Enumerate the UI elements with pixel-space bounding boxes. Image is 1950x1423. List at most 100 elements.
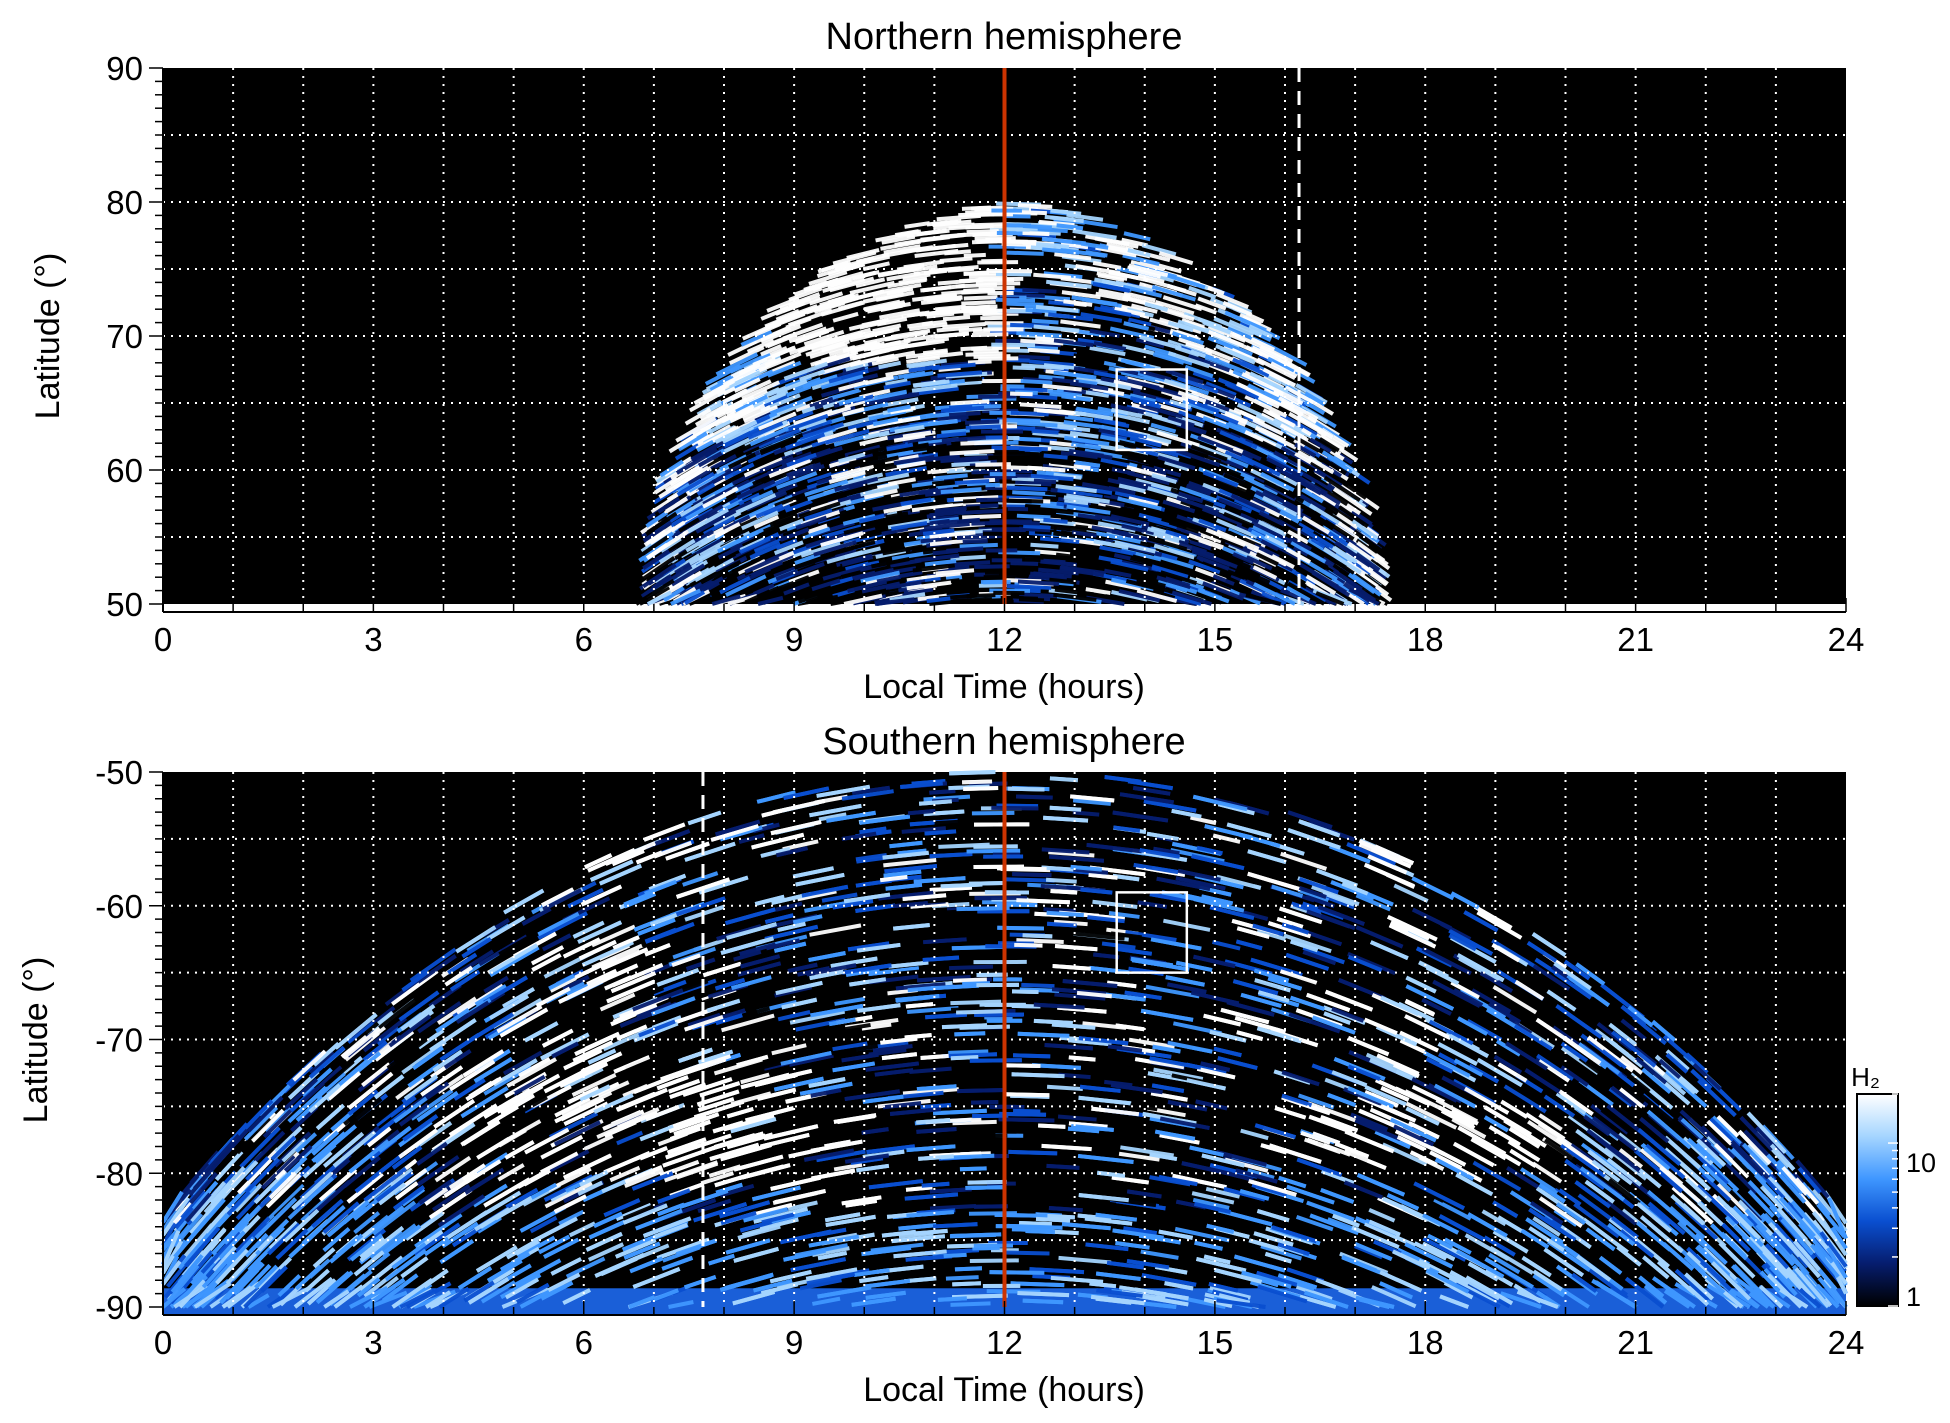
emission-mark [691, 432, 715, 448]
emission-mark [1122, 253, 1160, 267]
emission-mark [1177, 410, 1206, 423]
emission-mark [1181, 579, 1207, 591]
emission-mark [1164, 460, 1189, 472]
emission-mark [1128, 496, 1159, 508]
emission-mark [1061, 290, 1101, 300]
emission-mark [978, 583, 1007, 588]
emission-mark [1137, 273, 1165, 284]
emission-mark [942, 314, 971, 322]
emission-mark [941, 428, 970, 435]
x-tick-label: 0 [154, 621, 172, 658]
emission-mark [864, 326, 900, 339]
emission-mark [1018, 446, 1042, 452]
emission-mark [784, 499, 813, 513]
emission-mark [1117, 555, 1159, 570]
emission-mark [1187, 480, 1219, 496]
emission-mark [759, 394, 790, 410]
emission-mark [932, 479, 955, 486]
emission-mark [728, 345, 765, 366]
emission-mark [1015, 480, 1052, 487]
emission-mark [1137, 371, 1168, 383]
emission-mark [1006, 498, 1032, 504]
emission-mark [932, 548, 959, 556]
emission-mark [986, 1289, 1041, 1294]
emission-mark [1314, 421, 1352, 447]
emission-mark [971, 212, 995, 218]
emission-mark [844, 444, 881, 458]
emission-mark [699, 540, 725, 557]
emission-mark [1021, 982, 1055, 989]
north-ylabel: Latitude (°) [29, 253, 67, 420]
emission-mark [1060, 319, 1101, 329]
emission-mark [1191, 389, 1220, 404]
emission-mark [1342, 534, 1373, 558]
emission-mark [711, 594, 741, 606]
emission-mark [971, 345, 1004, 351]
emission-mark [847, 419, 878, 431]
emission-mark [695, 537, 722, 555]
emission-mark [965, 224, 1006, 230]
emission-mark [872, 286, 910, 298]
emission-mark [1107, 477, 1152, 492]
emission-mark [1040, 503, 1068, 510]
emission-mark [1010, 561, 1039, 567]
emission-mark [1006, 485, 1048, 492]
emission-mark [1022, 287, 1057, 294]
emission-mark [1175, 329, 1199, 341]
emission-mark [1138, 512, 1162, 523]
emission-mark [971, 810, 1015, 816]
emission-mark [1130, 260, 1165, 273]
emission-mark [931, 219, 959, 227]
emission-mark [684, 440, 724, 465]
emission-mark [833, 433, 870, 447]
emission-mark [936, 431, 967, 439]
emission-mark [805, 419, 833, 432]
emission-mark [962, 513, 1002, 520]
emission-mark [961, 300, 996, 306]
emission-mark [930, 308, 958, 316]
emission-mark [1049, 391, 1077, 399]
emission-mark [802, 526, 831, 540]
emission-mark [1045, 279, 1092, 289]
x-tick-label: 6 [575, 621, 593, 658]
emission-mark [966, 464, 994, 470]
emission-mark [1110, 559, 1149, 572]
emission-mark [975, 277, 1015, 283]
emission-mark [1043, 453, 1068, 460]
emission-mark [1020, 378, 1053, 385]
emission-mark [965, 455, 989, 461]
emission-mark [1017, 421, 1058, 428]
emission-mark [1042, 464, 1070, 471]
emission-mark [960, 439, 1007, 446]
emission-mark [753, 514, 780, 530]
emission-mark [963, 295, 998, 301]
emission-mark [969, 308, 1007, 314]
emission-mark [1104, 505, 1134, 515]
emission-mark [1045, 877, 1077, 884]
emission-mark [1045, 490, 1071, 497]
emission-mark [1038, 219, 1075, 228]
emission-mark [800, 541, 841, 558]
emission-mark [1176, 525, 1202, 538]
emission-mark [993, 451, 1039, 457]
emission-mark [1113, 412, 1150, 425]
emission-mark [1197, 588, 1230, 604]
north-xlabel: Local Time (hours) [863, 668, 1145, 706]
emission-mark [1098, 288, 1131, 299]
emission-mark [1010, 410, 1049, 417]
emission-mark [1030, 571, 1065, 579]
emission-mark [921, 571, 961, 581]
emission-mark [1176, 422, 1204, 435]
y-tick-label: 80 [106, 184, 143, 221]
emission-mark [717, 543, 744, 560]
emission-mark [930, 513, 959, 521]
emission-mark [961, 508, 1006, 515]
emission-mark [1103, 568, 1132, 578]
y-tick-label: 60 [106, 452, 143, 489]
emission-mark [995, 271, 1032, 277]
emission-mark [1188, 559, 1221, 575]
emission-mark [1010, 391, 1033, 397]
emission-mark [643, 487, 683, 516]
emission-mark [1244, 394, 1288, 418]
